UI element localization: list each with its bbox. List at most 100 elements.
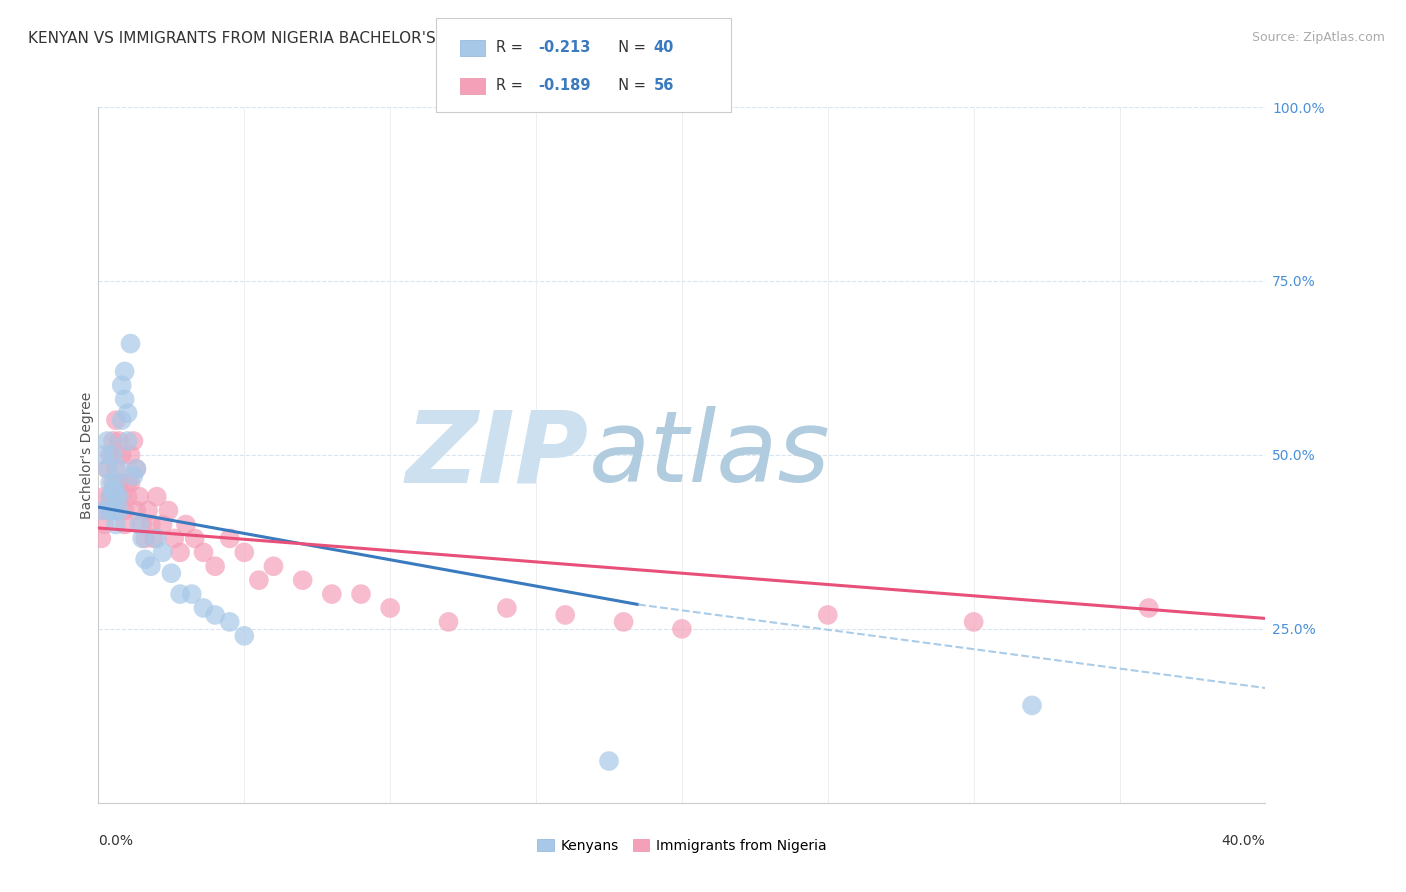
Point <box>350 587 373 601</box>
Point <box>117 434 139 448</box>
Point <box>291 573 314 587</box>
Point <box>108 490 131 504</box>
Point <box>146 490 169 504</box>
Legend: Kenyans, Immigrants from Nigeria: Kenyans, Immigrants from Nigeria <box>531 833 832 858</box>
Point <box>101 434 124 448</box>
Point <box>96 462 118 476</box>
Text: 56: 56 <box>654 78 673 94</box>
Point <box>104 490 127 504</box>
Point <box>160 566 183 581</box>
Point <box>125 503 148 517</box>
Point <box>96 462 118 476</box>
Point <box>142 532 165 546</box>
Point <box>163 532 186 546</box>
Point <box>125 462 148 476</box>
Point <box>125 462 148 476</box>
Point <box>183 532 205 546</box>
Point <box>114 503 136 517</box>
Point <box>128 517 150 532</box>
Point <box>120 475 142 490</box>
Point <box>247 573 270 587</box>
Text: Source: ZipAtlas.com: Source: ZipAtlas.com <box>1251 31 1385 45</box>
Point <box>321 587 343 601</box>
Text: ZIP: ZIP <box>405 407 589 503</box>
Point <box>101 475 124 490</box>
Point <box>598 754 620 768</box>
Point <box>98 448 121 462</box>
Point <box>152 545 174 559</box>
Text: N =: N = <box>609 78 651 94</box>
Point <box>139 517 162 532</box>
Point <box>98 490 121 504</box>
Point <box>128 490 150 504</box>
Point <box>174 517 197 532</box>
Point <box>131 517 153 532</box>
Point <box>204 607 226 622</box>
Point <box>437 615 460 629</box>
Point <box>554 607 576 622</box>
Point <box>111 490 134 504</box>
Point <box>90 503 112 517</box>
Point <box>193 545 215 559</box>
Point <box>146 532 169 546</box>
Point <box>233 629 256 643</box>
Point <box>134 532 156 546</box>
Point <box>114 517 136 532</box>
Point <box>111 448 134 462</box>
Point <box>180 587 202 601</box>
Point <box>104 462 127 476</box>
Point <box>111 378 134 392</box>
Text: 40.0%: 40.0% <box>1222 834 1265 848</box>
Point <box>98 475 121 490</box>
Point <box>108 475 131 490</box>
Point <box>496 601 519 615</box>
Point <box>101 483 124 497</box>
Point <box>193 601 215 615</box>
Point <box>817 607 839 622</box>
Point <box>136 503 159 517</box>
Point <box>90 532 112 546</box>
Point <box>218 532 240 546</box>
Point <box>93 448 115 462</box>
Point <box>131 532 153 546</box>
Point <box>114 364 136 378</box>
Point <box>104 413 127 427</box>
Point <box>101 448 124 462</box>
Point <box>262 559 284 574</box>
Text: 0.0%: 0.0% <box>98 834 134 848</box>
Y-axis label: Bachelor's Degree: Bachelor's Degree <box>80 392 94 518</box>
Point <box>117 490 139 504</box>
Point <box>104 517 127 532</box>
Point <box>96 434 118 448</box>
Point <box>139 559 162 574</box>
Point <box>108 434 131 448</box>
Point <box>117 406 139 420</box>
Point <box>157 503 180 517</box>
Text: R =: R = <box>496 40 527 55</box>
Point <box>108 503 131 517</box>
Point <box>93 490 115 504</box>
Point <box>218 615 240 629</box>
Point <box>380 601 402 615</box>
Text: 40: 40 <box>654 40 673 55</box>
Point <box>108 462 131 476</box>
Point <box>122 434 145 448</box>
Point <box>93 517 115 532</box>
Text: R =: R = <box>496 78 527 94</box>
Point <box>169 545 191 559</box>
Point <box>101 503 124 517</box>
Point <box>104 503 127 517</box>
Point <box>96 503 118 517</box>
Point <box>120 336 142 351</box>
Point <box>671 622 693 636</box>
Point <box>98 490 121 504</box>
Point <box>122 468 145 483</box>
Point <box>120 448 142 462</box>
Text: -0.213: -0.213 <box>538 40 591 55</box>
Point <box>204 559 226 574</box>
Point <box>1137 601 1160 615</box>
Text: N =: N = <box>609 40 651 55</box>
Point <box>1021 698 1043 713</box>
Point <box>104 475 127 490</box>
Text: KENYAN VS IMMIGRANTS FROM NIGERIA BACHELOR'S DEGREE CORRELATION CHART: KENYAN VS IMMIGRANTS FROM NIGERIA BACHEL… <box>28 31 673 46</box>
